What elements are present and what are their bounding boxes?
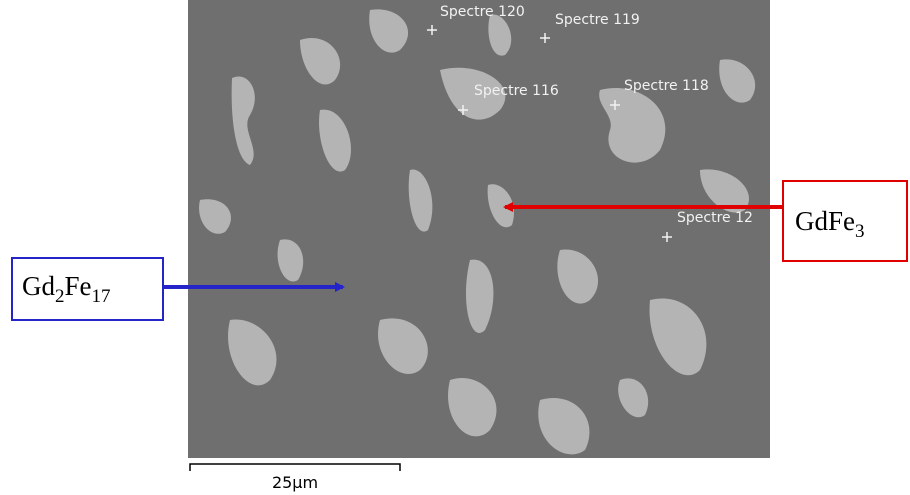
label-box (11, 257, 164, 321)
scale-label: 25µm (272, 473, 318, 492)
spectrum-label: Spectre 120 (440, 4, 525, 20)
formula-text: Gd (22, 271, 55, 301)
subscript: 2 (55, 286, 65, 307)
subscript: 17 (92, 286, 111, 307)
phase-label: Gd2Fe17 (22, 271, 111, 307)
spectrum-label: Spectre 116 (474, 83, 559, 99)
spectrum-label: Spectre 118 (624, 78, 709, 94)
scale-bar (189, 463, 401, 471)
formula-text: Fe (65, 271, 92, 301)
formula-text: GdFe (795, 206, 855, 236)
phase-label: GdFe3 (795, 206, 865, 242)
subscript: 3 (855, 221, 865, 242)
spectrum-label: Spectre 119 (555, 12, 640, 28)
label-box (782, 180, 908, 262)
micrograph: Spectre 120 Spectre 119 Spectre 116 Spec… (188, 0, 770, 458)
spectrum-label: Spectre 12 (677, 210, 753, 226)
spectrum-markers (427, 25, 672, 242)
